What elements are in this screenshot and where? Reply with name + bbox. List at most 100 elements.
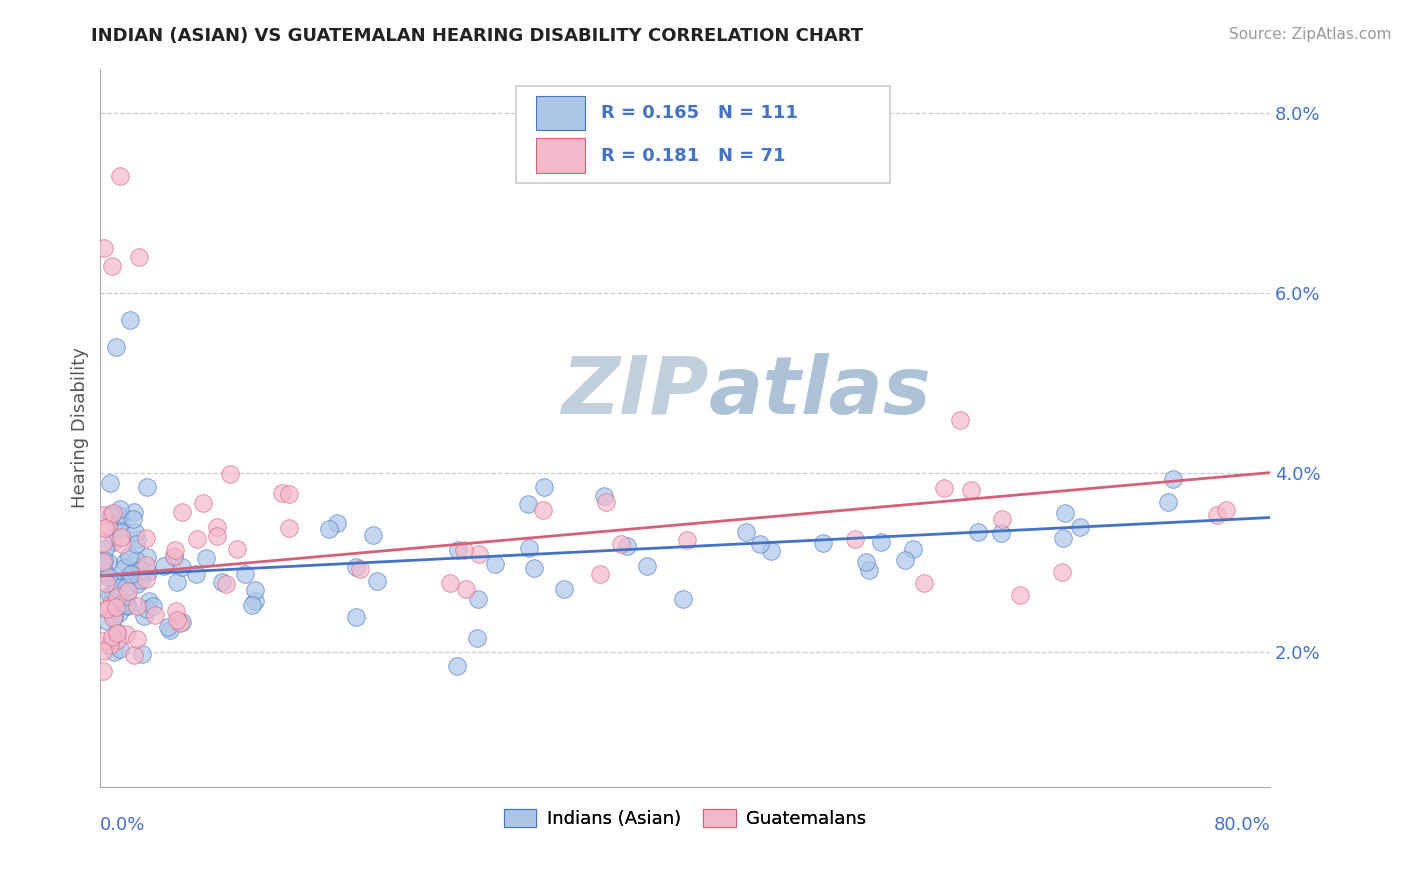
Point: [96, 602, 118, 616]
Point: [110, 514, 132, 528]
Point: [1157, 494, 1180, 508]
Point: [117, 573, 139, 587]
Point: [114, 599, 136, 613]
Point: [870, 535, 893, 549]
Point: [94, 521, 117, 535]
Point: [245, 593, 267, 607]
Point: [121, 512, 143, 526]
Point: [277, 487, 299, 501]
Point: [465, 631, 488, 645]
Point: [131, 563, 153, 577]
Point: [105, 600, 128, 615]
Point: [439, 576, 461, 591]
Point: [136, 549, 159, 564]
Point: [166, 613, 188, 627]
Point: [344, 610, 367, 624]
Point: [484, 557, 506, 571]
Point: [98, 601, 121, 615]
Point: [519, 541, 541, 555]
Point: [344, 559, 367, 574]
Point: [103, 645, 125, 659]
Point: [170, 505, 193, 519]
Point: [734, 524, 756, 539]
Point: [516, 497, 538, 511]
Point: [96, 614, 118, 628]
Point: [122, 648, 145, 662]
Point: [1206, 508, 1229, 522]
Point: [110, 573, 132, 587]
Text: R = 0.165   N = 111: R = 0.165 N = 111: [600, 104, 799, 122]
Point: [169, 616, 191, 631]
Point: [159, 623, 181, 637]
Point: [125, 632, 148, 646]
Point: [136, 565, 159, 579]
Point: [104, 340, 127, 354]
Point: [170, 560, 193, 574]
Point: [163, 550, 186, 565]
Point: [91, 643, 114, 657]
Point: [991, 512, 1014, 526]
Point: [523, 561, 546, 575]
Point: [318, 522, 340, 536]
Point: [91, 634, 114, 648]
Y-axis label: Hearing Disability: Hearing Disability: [72, 347, 89, 508]
Point: [446, 658, 468, 673]
Point: [103, 610, 125, 624]
Point: [105, 626, 128, 640]
Point: [948, 413, 970, 427]
Point: [533, 479, 555, 493]
Point: [901, 542, 924, 557]
Point: [114, 561, 136, 575]
Point: [184, 567, 207, 582]
Point: [748, 537, 770, 551]
Point: [124, 563, 146, 577]
Point: [135, 558, 157, 572]
Point: [100, 509, 122, 524]
Point: [990, 526, 1012, 541]
Point: [610, 537, 633, 551]
Point: [117, 599, 139, 614]
Point: [127, 576, 149, 591]
Point: [811, 535, 834, 549]
Point: [240, 598, 263, 612]
Point: [110, 530, 132, 544]
Point: [98, 475, 121, 490]
Point: [131, 647, 153, 661]
Point: [761, 544, 783, 558]
Point: [858, 563, 880, 577]
Point: [243, 583, 266, 598]
Point: [636, 558, 658, 573]
Point: [456, 582, 478, 597]
Point: [194, 550, 217, 565]
Text: 80.0%: 80.0%: [1213, 815, 1270, 834]
FancyBboxPatch shape: [536, 96, 585, 130]
Point: [129, 573, 152, 587]
Point: [616, 540, 638, 554]
Point: [94, 541, 117, 556]
Point: [855, 555, 877, 569]
Point: [1054, 506, 1077, 520]
Point: [91, 535, 114, 549]
Point: [447, 543, 470, 558]
Point: [108, 502, 131, 516]
Point: [211, 575, 233, 590]
Point: [97, 555, 120, 569]
Point: [125, 537, 148, 551]
Point: [156, 620, 179, 634]
Point: [120, 566, 142, 581]
Point: [91, 555, 114, 569]
Point: [104, 580, 127, 594]
Point: [531, 502, 554, 516]
Point: [93, 241, 115, 255]
Point: [1215, 503, 1237, 517]
Point: [110, 510, 132, 524]
Point: [205, 529, 228, 543]
Text: R = 0.181   N = 71: R = 0.181 N = 71: [600, 146, 786, 165]
Point: [117, 584, 139, 599]
Point: [103, 611, 125, 625]
Point: [142, 599, 165, 613]
Point: [349, 562, 371, 576]
Point: [165, 542, 187, 557]
Point: [101, 535, 124, 549]
Point: [193, 496, 215, 510]
